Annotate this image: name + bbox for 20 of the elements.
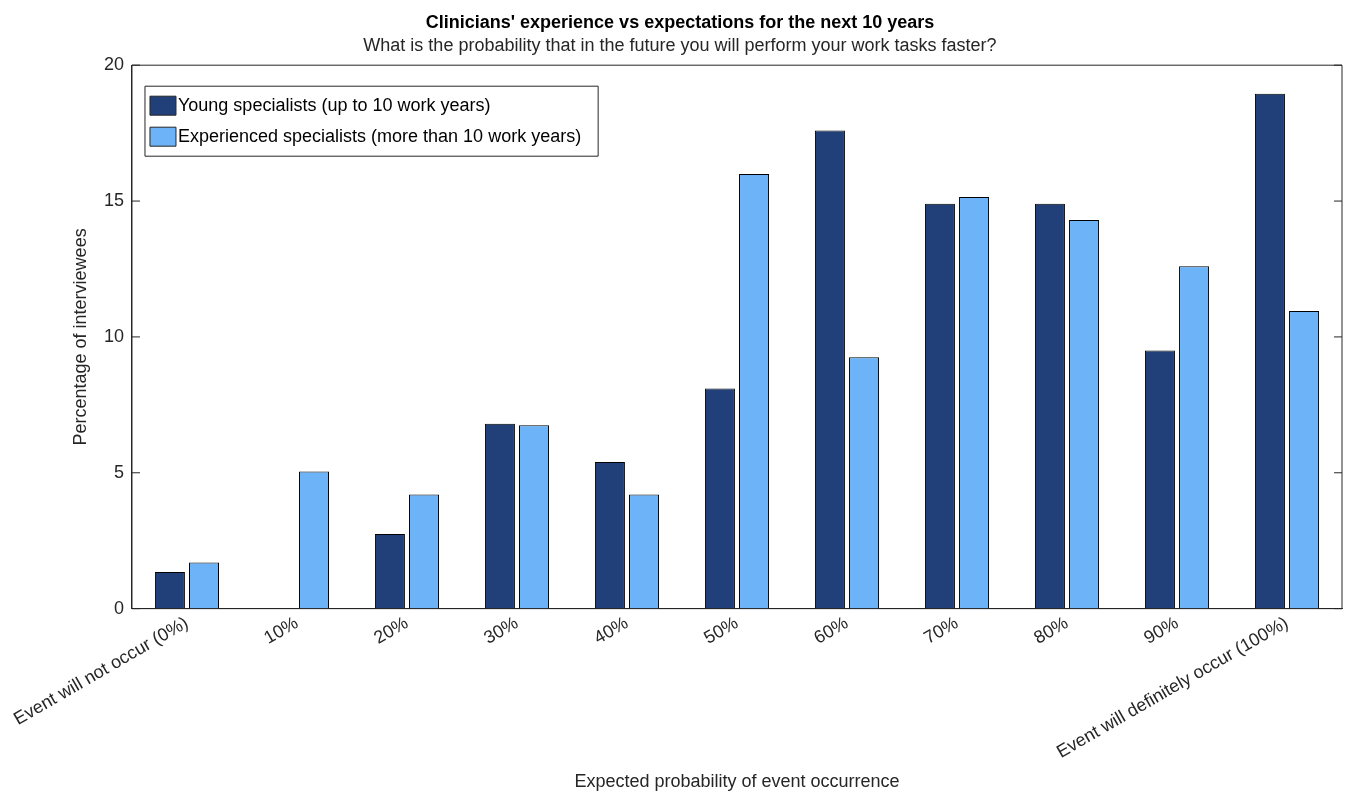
y-tick-label: 20 — [103, 54, 124, 75]
chart-title: Clinicians' experience vs expectations for the next 10 years — [425, 11, 935, 32]
y-tick-label: 15 — [103, 190, 124, 211]
x-tick-label: 90% — [1140, 612, 1182, 648]
x-tick-label: 30% — [480, 612, 522, 648]
legend-label: Experienced specialists (more than 10 work years) — [177, 126, 582, 147]
x-tick-label: 40% — [590, 612, 632, 648]
legend-label: Young specialists (up to 10 work years) — [177, 95, 491, 116]
x-axis-title: Expected probability of event occurrence — [574, 771, 900, 792]
x-tick-label: 80% — [1030, 612, 1072, 648]
x-tick-label: 70% — [920, 612, 962, 648]
y-axis-title: Percentage of interviewees — [70, 228, 91, 446]
x-tick-label: 60% — [810, 612, 852, 648]
x-tick-label: 20% — [370, 612, 412, 648]
y-tick-label: 5 — [113, 461, 124, 482]
y-tick-label: 0 — [113, 597, 124, 618]
x-tick-label: 50% — [700, 612, 742, 648]
x-tick-label: 10% — [260, 612, 302, 648]
chart-subtitle: What is the probability that in the future you will perform your work tasks faster? — [363, 35, 997, 56]
y-tick-label: 10 — [103, 325, 124, 346]
